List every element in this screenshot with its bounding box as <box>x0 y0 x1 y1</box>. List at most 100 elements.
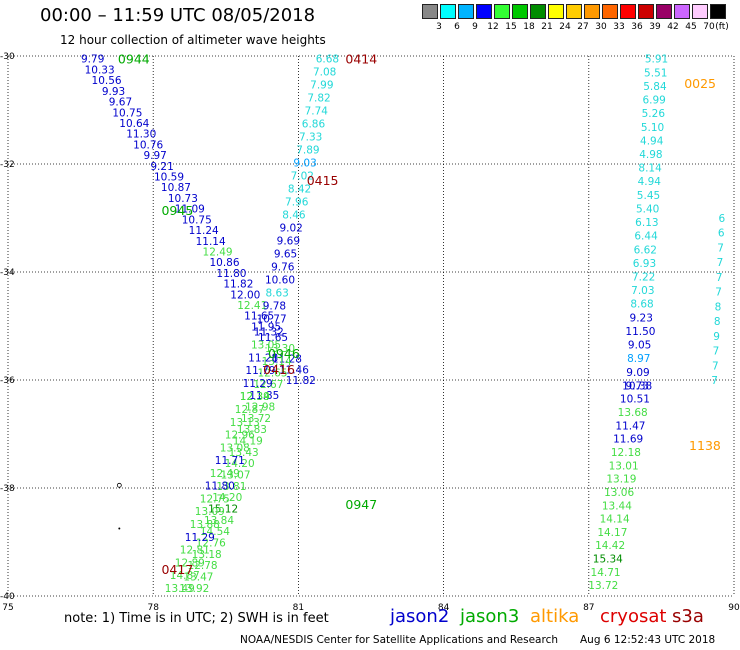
wave-height-value: 9.93 <box>102 86 125 98</box>
wave-height-value: 14.19 <box>233 435 263 447</box>
wave-height-value: 11.14 <box>196 236 226 248</box>
color-scale-label: 12 <box>487 22 499 32</box>
wave-height-value: 13.07 <box>220 470 250 482</box>
wave-height-value: 13.19 <box>606 474 636 486</box>
wave-height-value: 12.18 <box>611 447 641 459</box>
wave-height-value: 11.80 <box>216 268 246 280</box>
wave-height-value: 5.40 <box>636 203 659 215</box>
wave-height-value: 10.38 <box>622 380 652 392</box>
y-tick-label: -40 <box>0 592 15 602</box>
pass-time-label: 0025 <box>684 76 716 91</box>
page-subtitle: 12 hour collection of altimeter wave hei… <box>60 33 326 47</box>
color-scale-swatch <box>656 4 672 19</box>
wave-height-value: 7.74 <box>305 106 329 118</box>
wave-height-value: 14.42 <box>595 540 625 552</box>
y-tick-label: -36 <box>0 376 15 386</box>
wave-height-value: 13.92 <box>179 583 209 595</box>
y-tick-label: -32 <box>0 160 15 170</box>
wave-height-value: 12.98 <box>245 401 275 413</box>
wave-height-value: 7 <box>717 242 724 254</box>
wave-height-value: 6 <box>719 213 726 225</box>
page-title: 00:00 – 11:59 UTC 08/05/2018 <box>40 5 316 26</box>
wave-height-value: 11.95 <box>251 321 281 333</box>
color-scale-swatch <box>458 4 474 19</box>
wave-height-value: 11.46 <box>279 364 309 376</box>
wave-height-value: 11.47 <box>615 420 645 432</box>
wave-height-value: 7 <box>715 287 722 299</box>
x-tick-label: 81 <box>293 603 304 613</box>
color-scale-label: 36 <box>631 22 643 32</box>
wave-height-value: 12.39 <box>240 391 270 403</box>
wave-height-value: 5.91 <box>645 54 668 66</box>
color-scale-swatch <box>440 4 456 19</box>
wave-height-value: 13.44 <box>602 500 632 512</box>
wave-height-value: 11.09 <box>175 204 205 216</box>
legend-item-jason2: jason2 <box>390 606 450 627</box>
wave-height-value: 15.34 <box>593 554 623 566</box>
wave-height-value: 9.23 <box>630 312 653 324</box>
color-scale-label: 18 <box>523 22 535 32</box>
wave-height-value: 12.65 <box>257 367 287 379</box>
wave-height-value: 14.20 <box>212 492 242 504</box>
wave-height-value: 11.65 <box>244 311 274 323</box>
wave-height-value: 11.65 <box>258 332 288 344</box>
color-scale-swatch <box>548 4 564 19</box>
wave-height-value: 13.88 <box>190 519 220 531</box>
wave-height-value: 11.30 <box>126 129 156 141</box>
wave-height-value: 13.72 <box>241 413 271 425</box>
wave-height-value: 7.99 <box>310 80 333 92</box>
color-scale-swatch <box>584 4 600 19</box>
wave-height-value: 8.68 <box>630 299 653 311</box>
wave-height-value: 10.56 <box>92 75 122 87</box>
color-scale-label: 3 <box>436 22 442 32</box>
wave-height-value: 4.94 <box>640 135 664 147</box>
wave-height-value: 13.09 <box>195 506 225 518</box>
wave-height-value: 13.68 <box>618 407 648 419</box>
color-scale-label: 6 <box>454 22 460 32</box>
wave-height-value: 13.49 <box>165 583 195 595</box>
wave-height-value: 13.84 <box>204 515 234 527</box>
wave-height-value: 13.14 <box>262 356 292 368</box>
wave-height-value: 10.75 <box>112 107 142 119</box>
wave-height-value: 10.87 <box>161 182 191 194</box>
color-scale-label: 30 <box>595 22 607 32</box>
legend-item-cryosat: cryosat <box>600 606 667 627</box>
wave-height-value: 10.77 <box>257 313 287 325</box>
wave-height-value: 8 <box>714 316 721 328</box>
wave-height-value: 9.73 <box>626 380 649 392</box>
wave-height-value: 5.51 <box>644 67 667 79</box>
wave-height-value: 11.71 <box>215 455 245 467</box>
wave-height-value: 7.02 <box>291 171 314 183</box>
wave-height-value: 11.80 <box>205 481 235 493</box>
wave-height-value: 6.86 <box>302 119 326 131</box>
pass-time-label: 0414 <box>345 52 377 67</box>
wave-height-value: 8.97 <box>627 353 650 365</box>
wave-height-value: 12.89 <box>175 557 205 569</box>
wave-height-value: 14.17 <box>597 527 627 539</box>
wave-height-value: 12.76 <box>196 538 226 550</box>
wave-height-value: 12.87 <box>235 404 265 416</box>
color-scale-swatch <box>512 4 528 19</box>
wave-height-value: 8.46 <box>282 209 306 221</box>
wave-height-value: 12.49 <box>210 468 240 480</box>
wave-height-value: 7.82 <box>307 93 330 105</box>
wave-height-value: 13.30 <box>265 343 295 355</box>
wave-height-value: 7.22 <box>632 272 655 284</box>
color-scale-label: 70 <box>703 22 715 32</box>
wave-height-value: 14.87 <box>170 570 200 582</box>
wave-height-value: 10.64 <box>119 118 149 130</box>
color-scale-swatch <box>620 4 636 19</box>
wave-height-value: 9.79 <box>81 54 104 66</box>
wave-height-value: 7 <box>712 360 719 372</box>
wave-height-value: 10.86 <box>209 257 239 269</box>
wave-height-value: 6.93 <box>633 258 656 270</box>
wave-height-value: 5.84 <box>643 81 667 93</box>
wave-height-value: 7.08 <box>313 67 336 79</box>
color-scale-unit: (ft) <box>715 22 729 32</box>
color-scale-swatch <box>494 4 510 19</box>
wave-height-value: 11.28 <box>248 352 278 364</box>
land-marker-icon <box>116 482 122 488</box>
wave-height-value: 9.67 <box>109 97 132 109</box>
wave-height-value: 7 <box>711 375 718 387</box>
wave-height-value: 6.68 <box>316 54 339 66</box>
